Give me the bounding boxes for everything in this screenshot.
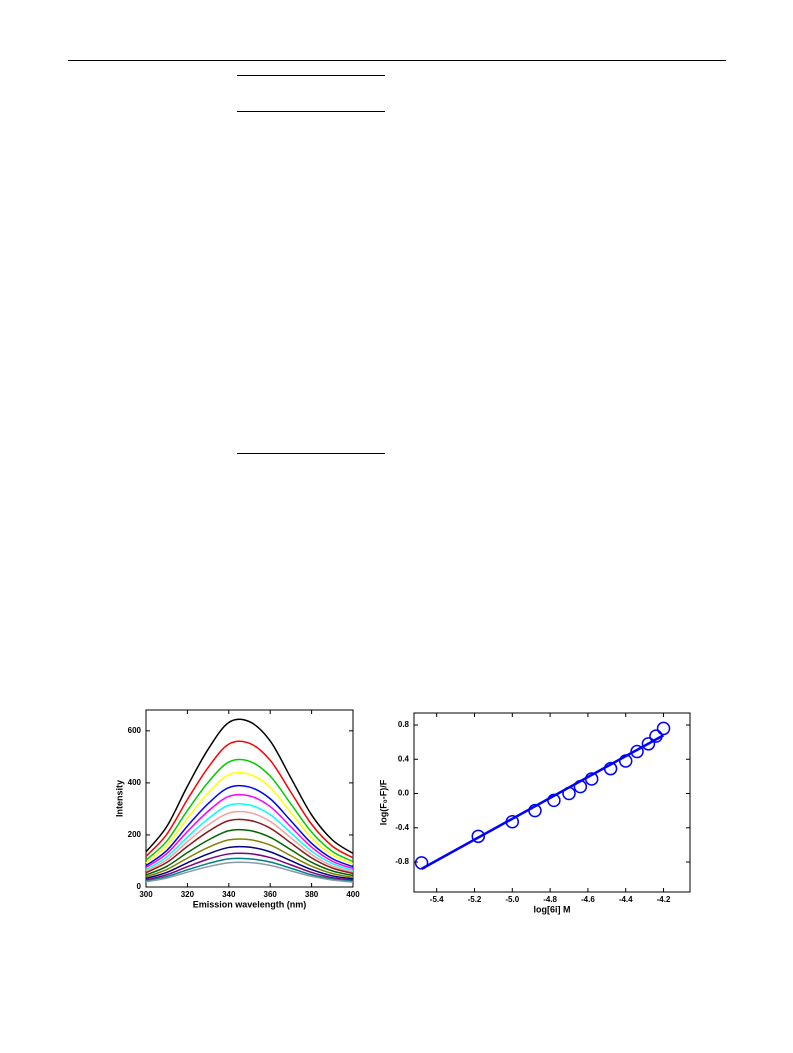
- y-tick-label: 0.4: [398, 754, 410, 763]
- x-tick-label: -5.4: [430, 895, 444, 904]
- x-tick-label: -4.6: [581, 895, 595, 904]
- y-tick-label: 400: [128, 778, 142, 787]
- spectrum-line: [145, 802, 354, 872]
- data-point: [584, 772, 599, 786]
- x-tick-label: -4.2: [657, 895, 671, 904]
- data-point: [528, 803, 542, 818]
- x-tick-label: 380: [305, 890, 319, 899]
- spectrum-line: [145, 758, 354, 863]
- y-tick-label: 0: [137, 882, 142, 891]
- spectrum-line: [145, 718, 354, 855]
- spectrum-line: [145, 845, 354, 880]
- spectrum-line: [145, 852, 354, 881]
- spectrum-line: [145, 810, 354, 873]
- x-tick-label: -5.0: [505, 895, 519, 904]
- plot-frame: [413, 712, 691, 893]
- y-tick-label: 200: [128, 830, 142, 839]
- y-axis-label: log(F₀-F)/F: [378, 779, 388, 825]
- y-tick-label: 600: [128, 726, 142, 735]
- data-point: [471, 829, 486, 844]
- x-tick-label: 360: [264, 890, 278, 899]
- x-axis-label: Emission wavelength (nm): [193, 899, 307, 909]
- spectrum-line: [145, 818, 354, 875]
- x-tick-label: -4.4: [619, 895, 633, 904]
- data-point: [414, 856, 429, 870]
- spectrum-line: [145, 838, 354, 879]
- table-rule: [237, 75, 385, 76]
- x-tick-label: 320: [181, 890, 195, 899]
- x-tick-label: 300: [139, 890, 153, 899]
- data-point: [573, 779, 588, 794]
- header-rule: [68, 60, 726, 61]
- data-point: [562, 786, 576, 801]
- x-tick-label: -5.2: [468, 895, 482, 904]
- spectrum-line: [145, 828, 354, 877]
- table-rule: [237, 453, 385, 454]
- spectrum-line: [145, 857, 354, 883]
- spectrum-line: [145, 740, 354, 859]
- x-tick-label: -4.8: [543, 895, 557, 904]
- data-point: [618, 754, 633, 768]
- data-point: [547, 793, 561, 808]
- data-point: [656, 721, 671, 736]
- spectrum-line: [145, 784, 354, 868]
- data-point: [649, 729, 663, 743]
- y-tick-label: -0.8: [395, 857, 409, 866]
- y-tick-label: 0.0: [398, 789, 410, 798]
- spectrum-line: [145, 771, 354, 865]
- plot-frame: [145, 709, 354, 888]
- fit-line: [420, 734, 665, 870]
- data-point: [641, 737, 656, 751]
- x-tick-label: 340: [222, 890, 236, 899]
- y-axis-label: Intensity: [114, 780, 124, 817]
- data-point: [630, 744, 644, 759]
- table-rule: [237, 111, 385, 112]
- spectrum-line: [145, 793, 354, 870]
- data-point: [603, 761, 618, 776]
- x-axis-label: log[6i] M: [534, 904, 571, 914]
- x-tick-label: 400: [346, 890, 360, 899]
- data-point: [505, 815, 520, 829]
- spectrum-line: [145, 861, 354, 883]
- y-tick-label: 0.8: [398, 720, 410, 729]
- y-tick-label: -0.4: [395, 823, 409, 832]
